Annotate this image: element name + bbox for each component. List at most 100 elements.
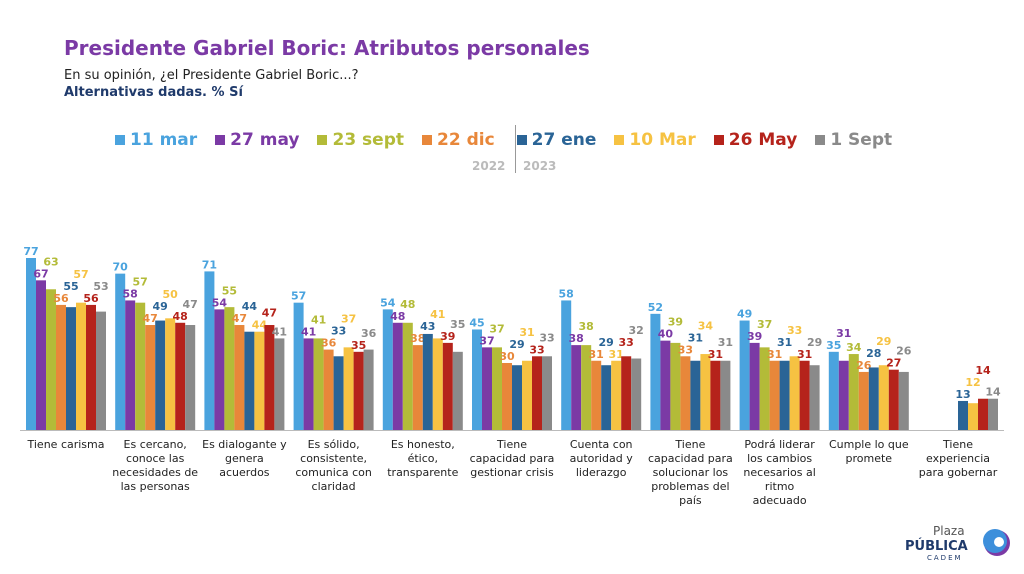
data-label: 37 (341, 313, 356, 326)
data-label: 37 (489, 322, 504, 335)
data-label: 33 (678, 343, 693, 356)
bar (898, 371, 909, 430)
bar (581, 345, 592, 430)
legend-item: 26 May (713, 130, 798, 150)
bar (422, 333, 433, 430)
data-label: 14 (985, 386, 1001, 399)
bar (759, 347, 770, 430)
data-label: 31 (708, 348, 723, 361)
bar (650, 313, 661, 430)
bar (175, 322, 186, 430)
bar (690, 360, 701, 430)
bar (848, 354, 859, 430)
chart-title: Presidente Gabriel Boric: Atributos pers… (64, 36, 590, 60)
data-label: 29 (509, 338, 524, 351)
bar (828, 351, 839, 430)
data-label: 31 (836, 327, 851, 340)
data-label: 48 (390, 310, 405, 323)
legend-item: 27 ene (516, 130, 596, 150)
bar (56, 304, 66, 430)
data-label: 52 (648, 301, 663, 314)
data-label: 45 (469, 316, 484, 329)
legend-label: 10 Mar (629, 130, 696, 150)
data-label: 41 (301, 325, 316, 338)
data-label: 31 (718, 336, 733, 349)
data-label: 31 (797, 348, 812, 361)
bar (522, 360, 532, 430)
bar (739, 320, 750, 430)
bar (492, 347, 502, 430)
bar (958, 400, 968, 430)
data-label: 77 (23, 245, 38, 258)
legend-label: 26 May (728, 130, 798, 150)
legend-swatch (422, 135, 433, 145)
legend-label: 1 Sept (830, 130, 893, 150)
bar (868, 367, 879, 430)
bar (204, 271, 215, 430)
bar (86, 304, 96, 430)
bar (363, 349, 374, 430)
bar (472, 329, 482, 430)
data-label: 37 (479, 334, 494, 347)
data-label: 47 (232, 312, 247, 325)
data-label: 35 (351, 339, 366, 352)
bar (353, 351, 364, 430)
data-label: 56 (53, 292, 69, 305)
data-label: 35 (450, 318, 465, 331)
bar (135, 302, 146, 430)
bar (125, 300, 136, 430)
data-label: 48 (400, 298, 415, 311)
bar (720, 360, 731, 430)
bar (254, 331, 265, 430)
bar (313, 338, 324, 430)
data-label: 49 (737, 308, 752, 321)
data-label: 63 (43, 255, 58, 268)
data-label: 36 (321, 337, 337, 350)
data-label: 43 (420, 320, 435, 333)
category-label: Es cercano, conoce las necesidades de la… (112, 438, 199, 493)
data-label: 70 (113, 261, 129, 274)
bar (660, 340, 671, 430)
data-label: 29 (876, 335, 891, 348)
bar (858, 371, 869, 430)
data-label: 67 (33, 267, 48, 280)
bar (145, 325, 156, 430)
bar (670, 342, 681, 430)
chart-note: Alternativas dadas. % Sí (64, 85, 243, 100)
bar (878, 365, 889, 430)
bar (799, 360, 810, 430)
data-label: 54 (212, 296, 228, 309)
category-label: Es honesto, ético, transparente (387, 438, 459, 479)
data-label: 57 (133, 275, 148, 288)
data-label: 50 (163, 288, 179, 301)
bar (224, 307, 235, 430)
bar (601, 365, 612, 430)
bar (700, 354, 711, 430)
legend-label: 23 sept (332, 130, 405, 150)
legend-item: 22 dic (422, 130, 495, 150)
data-label: 27 (886, 357, 901, 370)
data-label: 53 (93, 280, 108, 293)
data-label: 39 (440, 330, 455, 343)
data-label: 33 (331, 325, 346, 338)
bar (988, 398, 998, 430)
legend-item: 27 may (215, 130, 299, 150)
data-label: 39 (668, 316, 683, 329)
data-label: 41 (272, 325, 287, 338)
data-label: 38 (569, 332, 584, 345)
data-label: 55 (222, 284, 237, 297)
bar (968, 403, 978, 430)
category-label: Tiene capacidad para solucionar los prob… (647, 438, 733, 507)
legend-swatch (516, 135, 527, 145)
bar (611, 360, 622, 430)
category-label: Podrá liderar los cambios necesarios al … (743, 438, 816, 507)
bar (769, 360, 780, 430)
data-label: 47 (143, 312, 158, 325)
bar (46, 289, 56, 430)
data-label: 47 (183, 298, 198, 311)
data-label: 14 (975, 364, 991, 377)
data-label: 57 (291, 290, 306, 303)
legend-label: 22 dic (437, 130, 495, 150)
data-label: 29 (599, 336, 614, 349)
